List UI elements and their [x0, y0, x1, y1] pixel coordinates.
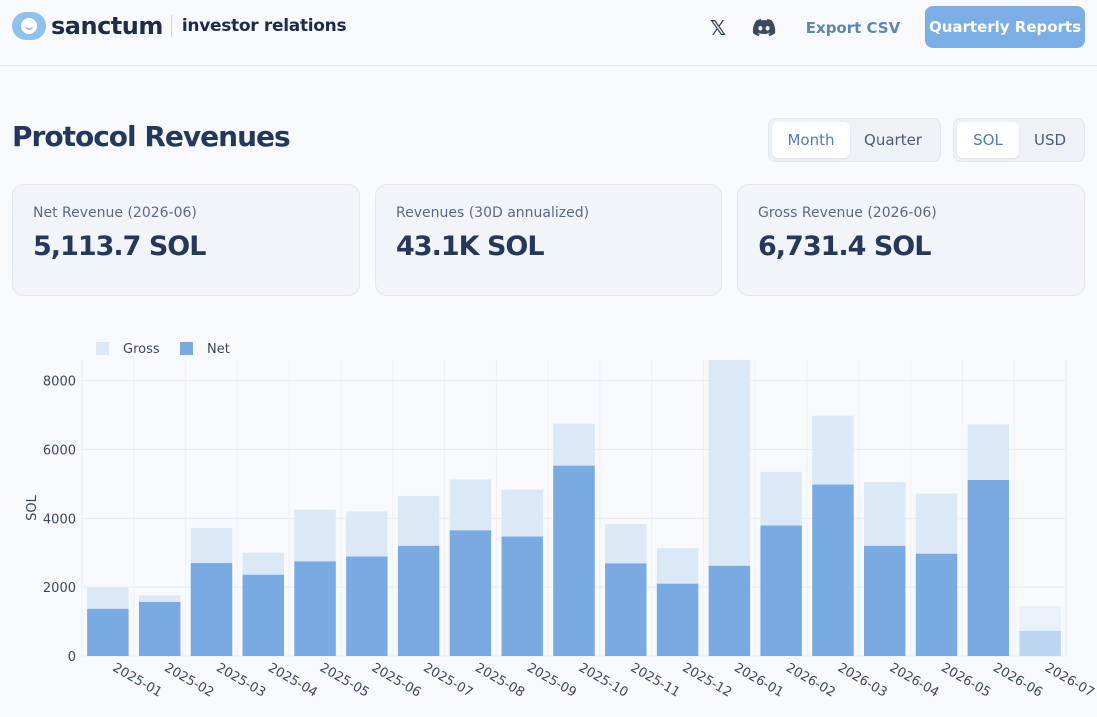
bar-net	[138, 601, 181, 656]
x-tick-label: 2026-07	[1042, 660, 1097, 700]
revenue-chart: 02000400060008000SOL2025-012025-022025-0…	[25, 342, 1097, 701]
y-tick-label: 8000	[43, 375, 76, 390]
y-tick-label: 0	[68, 650, 76, 665]
bar-net	[294, 561, 336, 656]
card-value: 43.1K SOL	[396, 231, 545, 262]
bar-layer	[87, 360, 1061, 656]
bar-net	[501, 536, 543, 656]
x-tick-label: 2025-03	[213, 660, 268, 700]
legend-gross-label: Gross	[123, 342, 160, 357]
bar-net	[242, 574, 284, 656]
bar-net	[553, 465, 595, 656]
unit-usd-option[interactable]: USD	[1033, 131, 1067, 149]
bar-net	[708, 565, 751, 656]
x-tick-label: 2025-10	[576, 660, 631, 700]
card-label: Revenues (30D annualized)	[396, 205, 590, 221]
gross-revenue-card: Gross Revenue (2026-06) 6,731.4 SOL	[737, 184, 1085, 296]
brand-divider	[170, 15, 172, 37]
x-tick-label: 2025-12	[680, 660, 735, 700]
bar-net	[397, 545, 440, 656]
bar-net	[812, 484, 854, 656]
legend-layer: Gross Net	[96, 342, 230, 357]
x-tick-label: 2025-09	[524, 660, 579, 700]
y-axis-label: SOL	[25, 494, 40, 520]
bar-net	[346, 556, 388, 656]
card-label: Gross Revenue (2026-06)	[758, 205, 937, 221]
discord-icon[interactable]	[752, 18, 776, 38]
card-label: Net Revenue (2026-06)	[33, 205, 197, 221]
legend-net-swatch	[180, 342, 193, 355]
x-tick-label: 2026-01	[731, 660, 786, 700]
legend-net-label: Net	[207, 342, 230, 357]
x-tick-label: 2025-11	[628, 660, 683, 700]
quarterly-reports-button[interactable]: Quarterly Reports	[925, 6, 1085, 48]
export-csv-button[interactable]: Export CSV	[805, 19, 901, 37]
bar-net	[1019, 630, 1061, 656]
period-quarter-option[interactable]: Quarter	[864, 131, 922, 149]
bar-net	[87, 608, 129, 656]
x-tick-label: 2026-05	[939, 660, 994, 700]
bar-net	[915, 553, 958, 656]
period-toggle: Month Quarter	[768, 118, 941, 162]
y-tick-label: 4000	[43, 512, 76, 527]
x-tick-label: 2026-03	[835, 660, 890, 700]
x-tick-label: 2025-01	[110, 660, 165, 700]
bar-net	[605, 563, 647, 656]
brand-subtitle: investor relations	[181, 16, 347, 36]
top-bar: sanctum investor relations 𝕏 Export CSV …	[0, 0, 1097, 66]
brand-name: sanctum	[51, 12, 163, 40]
sanctum-logo-icon	[12, 12, 46, 40]
unit-toggle: SOL USD	[953, 118, 1085, 162]
logo[interactable]: sanctum investor relations	[12, 12, 347, 40]
x-tick-label: 2025-08	[472, 660, 527, 700]
bar-net	[449, 530, 492, 656]
bar-net	[760, 525, 802, 656]
annualized-revenue-card: Revenues (30D annualized) 43.1K SOL	[375, 184, 722, 296]
y-tick-label: 6000	[43, 443, 76, 458]
net-revenue-card: Net Revenue (2026-06) 5,113.7 SOL	[12, 184, 360, 296]
page-title: Protocol Revenues	[12, 120, 291, 153]
x-tick-label: 2026-06	[990, 660, 1045, 700]
x-tick-label: 2025-04	[265, 660, 320, 700]
x-tick-label: 2025-02	[162, 660, 217, 700]
card-value: 6,731.4 SOL	[758, 231, 931, 262]
bar-net	[656, 583, 699, 656]
bar-net	[190, 563, 233, 656]
x-logo-icon[interactable]: 𝕏	[709, 16, 727, 40]
y-tick-label: 2000	[43, 581, 76, 596]
card-value: 5,113.7 SOL	[33, 231, 206, 262]
bar-net	[967, 479, 1010, 656]
x-tick-label: 2025-07	[421, 660, 476, 700]
legend-gross-swatch	[96, 342, 109, 355]
x-tick-label: 2026-04	[887, 660, 942, 700]
x-tick-label: 2026-02	[783, 660, 838, 700]
x-tick-label: 2025-06	[369, 660, 424, 700]
unit-sol-option[interactable]: SOL	[957, 122, 1019, 158]
x-tick-label: 2025-05	[317, 660, 372, 700]
bar-net	[864, 545, 906, 656]
period-month-option[interactable]: Month	[772, 122, 850, 158]
